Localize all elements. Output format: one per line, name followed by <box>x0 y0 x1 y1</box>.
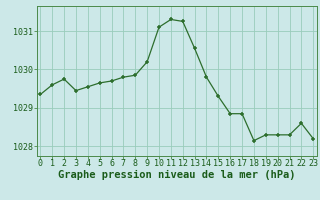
X-axis label: Graphe pression niveau de la mer (hPa): Graphe pression niveau de la mer (hPa) <box>58 170 296 180</box>
